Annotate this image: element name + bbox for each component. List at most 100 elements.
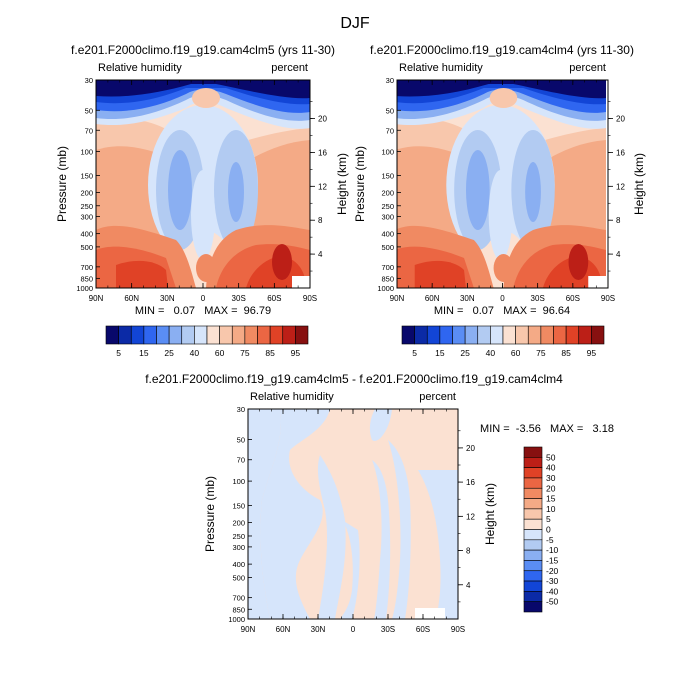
colorbar-swatch [206,325,220,345]
p-tick-label: 700 [381,263,394,272]
colorbar-swatch [578,325,592,345]
colorbar-swatch [414,325,428,345]
colorbar-swatch [105,325,119,345]
colorbar-swatch [502,325,516,345]
colorbar-swatch [219,325,233,345]
colorbar-label: 5 [546,514,551,524]
colorbar: 5 15 25 40 60 75 85 95 [401,325,605,358]
z-tick-label: 8 [318,216,323,225]
colorbar-label: 75 [240,348,250,358]
colorbar-label: 30 [546,473,556,483]
z-tick-label: 12 [318,182,327,191]
colorbar-swatch [523,477,543,489]
x-tick-label: 30N [460,294,475,303]
y-axis-label: Pressure (mb) [353,146,367,222]
colorbar-label: 85 [265,348,275,358]
z-tick-label: 4 [616,250,621,259]
colorbar-swatch [523,508,543,520]
colorbar-label: 40 [190,348,200,358]
x-tick-label: 0 [500,294,505,303]
z-tick-label: 20 [616,115,625,124]
colorbar: 5 15 25 40 60 75 85 95 [105,325,309,358]
x-tick-label: 90N [390,294,405,303]
panel-left-label: Relative humidity [399,62,483,74]
x-tick-label: 30N [311,625,326,634]
p-tick-label: 100 [80,147,93,156]
colorbar-label: 50 [546,452,556,462]
panel-title: f.e201.F2000climo.f19_g19.cam4clm5 - f.e… [145,372,563,386]
contour-field [397,80,607,288]
colorbar-swatch [515,325,529,345]
p-tick-label: 100 [232,477,245,486]
colorbar-swatch [295,325,309,345]
y-axis-label: Pressure (mb) [203,476,217,552]
colorbar-swatch [143,325,157,345]
colorbar-label: 60 [215,348,225,358]
x-tick-label: 90S [303,294,317,303]
p-tick-label: 200 [232,519,245,528]
panel-clm5: f.e201.F2000climo.f19_g19.cam4clm5 (yrs … [55,43,349,358]
colorbar-swatch [194,325,208,345]
colorbar-label: 15 [139,348,149,358]
colorbar-label: 25 [164,348,174,358]
contour-field [248,409,458,619]
colorbar-swatch [282,325,296,345]
contour-field [96,80,310,288]
colorbar-swatch [464,325,479,345]
p-tick-label: 100 [381,147,394,156]
colorbar-label: 5 [412,348,417,358]
x-tick-label: 60N [124,294,139,303]
colorbar-swatch [231,325,246,345]
panel-right-label: percent [271,62,308,74]
colorbar-label: 40 [546,463,556,473]
p-tick-label: 400 [232,560,245,569]
figure-title: DJF [340,15,370,32]
p-tick-label: 70 [386,126,394,135]
p-tick-label: 150 [80,171,93,180]
colorbar-label: 5 [116,348,121,358]
y-axis-right-label: Height (km) [483,483,497,545]
p-tick-label: 150 [381,171,394,180]
x-tick-label: 60N [425,294,440,303]
panel-clm4: f.e201.F2000climo.f19_g19.cam4clm4 (yrs … [353,43,646,358]
x-tick-label: 60S [566,294,580,303]
p-tick-label: 250 [80,202,93,211]
p-tick-label: 700 [232,594,245,603]
panel-title: f.e201.F2000climo.f19_g19.cam4clm5 (yrs … [71,43,335,57]
colorbar-swatch [244,325,258,345]
x-tick-label: 30S [381,625,395,634]
colorbar-label: -50 [546,597,559,607]
colorbar-label: 15 [546,494,556,504]
z-tick-label: 12 [616,182,625,191]
colorbar-swatch [523,457,543,468]
colorbar-swatch [181,325,195,345]
p-tick-label: 500 [232,573,245,582]
z-tick-label: 16 [466,478,475,487]
p-tick-label: 50 [386,106,394,115]
colorbar-swatch [523,591,543,602]
p-tick-label: 30 [85,76,93,85]
colorbar-swatch [565,325,580,345]
p-tick-label: 300 [80,213,93,222]
colorbar-label: -10 [546,545,559,555]
colorbar-swatch [168,325,183,345]
p-tick-label: 150 [232,501,245,510]
y-axis-label: Pressure (mb) [55,146,69,222]
p-tick-label: 400 [80,230,93,239]
panel-left-label: Relative humidity [98,62,182,74]
z-tick-label: 20 [466,444,475,453]
colorbar-swatch [523,446,543,458]
colorbar-label: 75 [536,348,546,358]
min-max-stats: MIN = -3.56 MAX = 3.18 [480,423,614,435]
p-tick-label: 50 [85,106,93,115]
x-tick-label: 90N [89,294,104,303]
p-tick-label: 500 [381,243,394,252]
colorbar-label: -30 [546,576,559,586]
x-tick-label: 0 [201,294,206,303]
x-tick-label: 90S [601,294,615,303]
y-axis-right-label: Height (km) [335,153,349,215]
colorbar-swatch [540,325,554,345]
p-tick-label: 70 [85,126,93,135]
colorbar-swatch [523,518,543,530]
